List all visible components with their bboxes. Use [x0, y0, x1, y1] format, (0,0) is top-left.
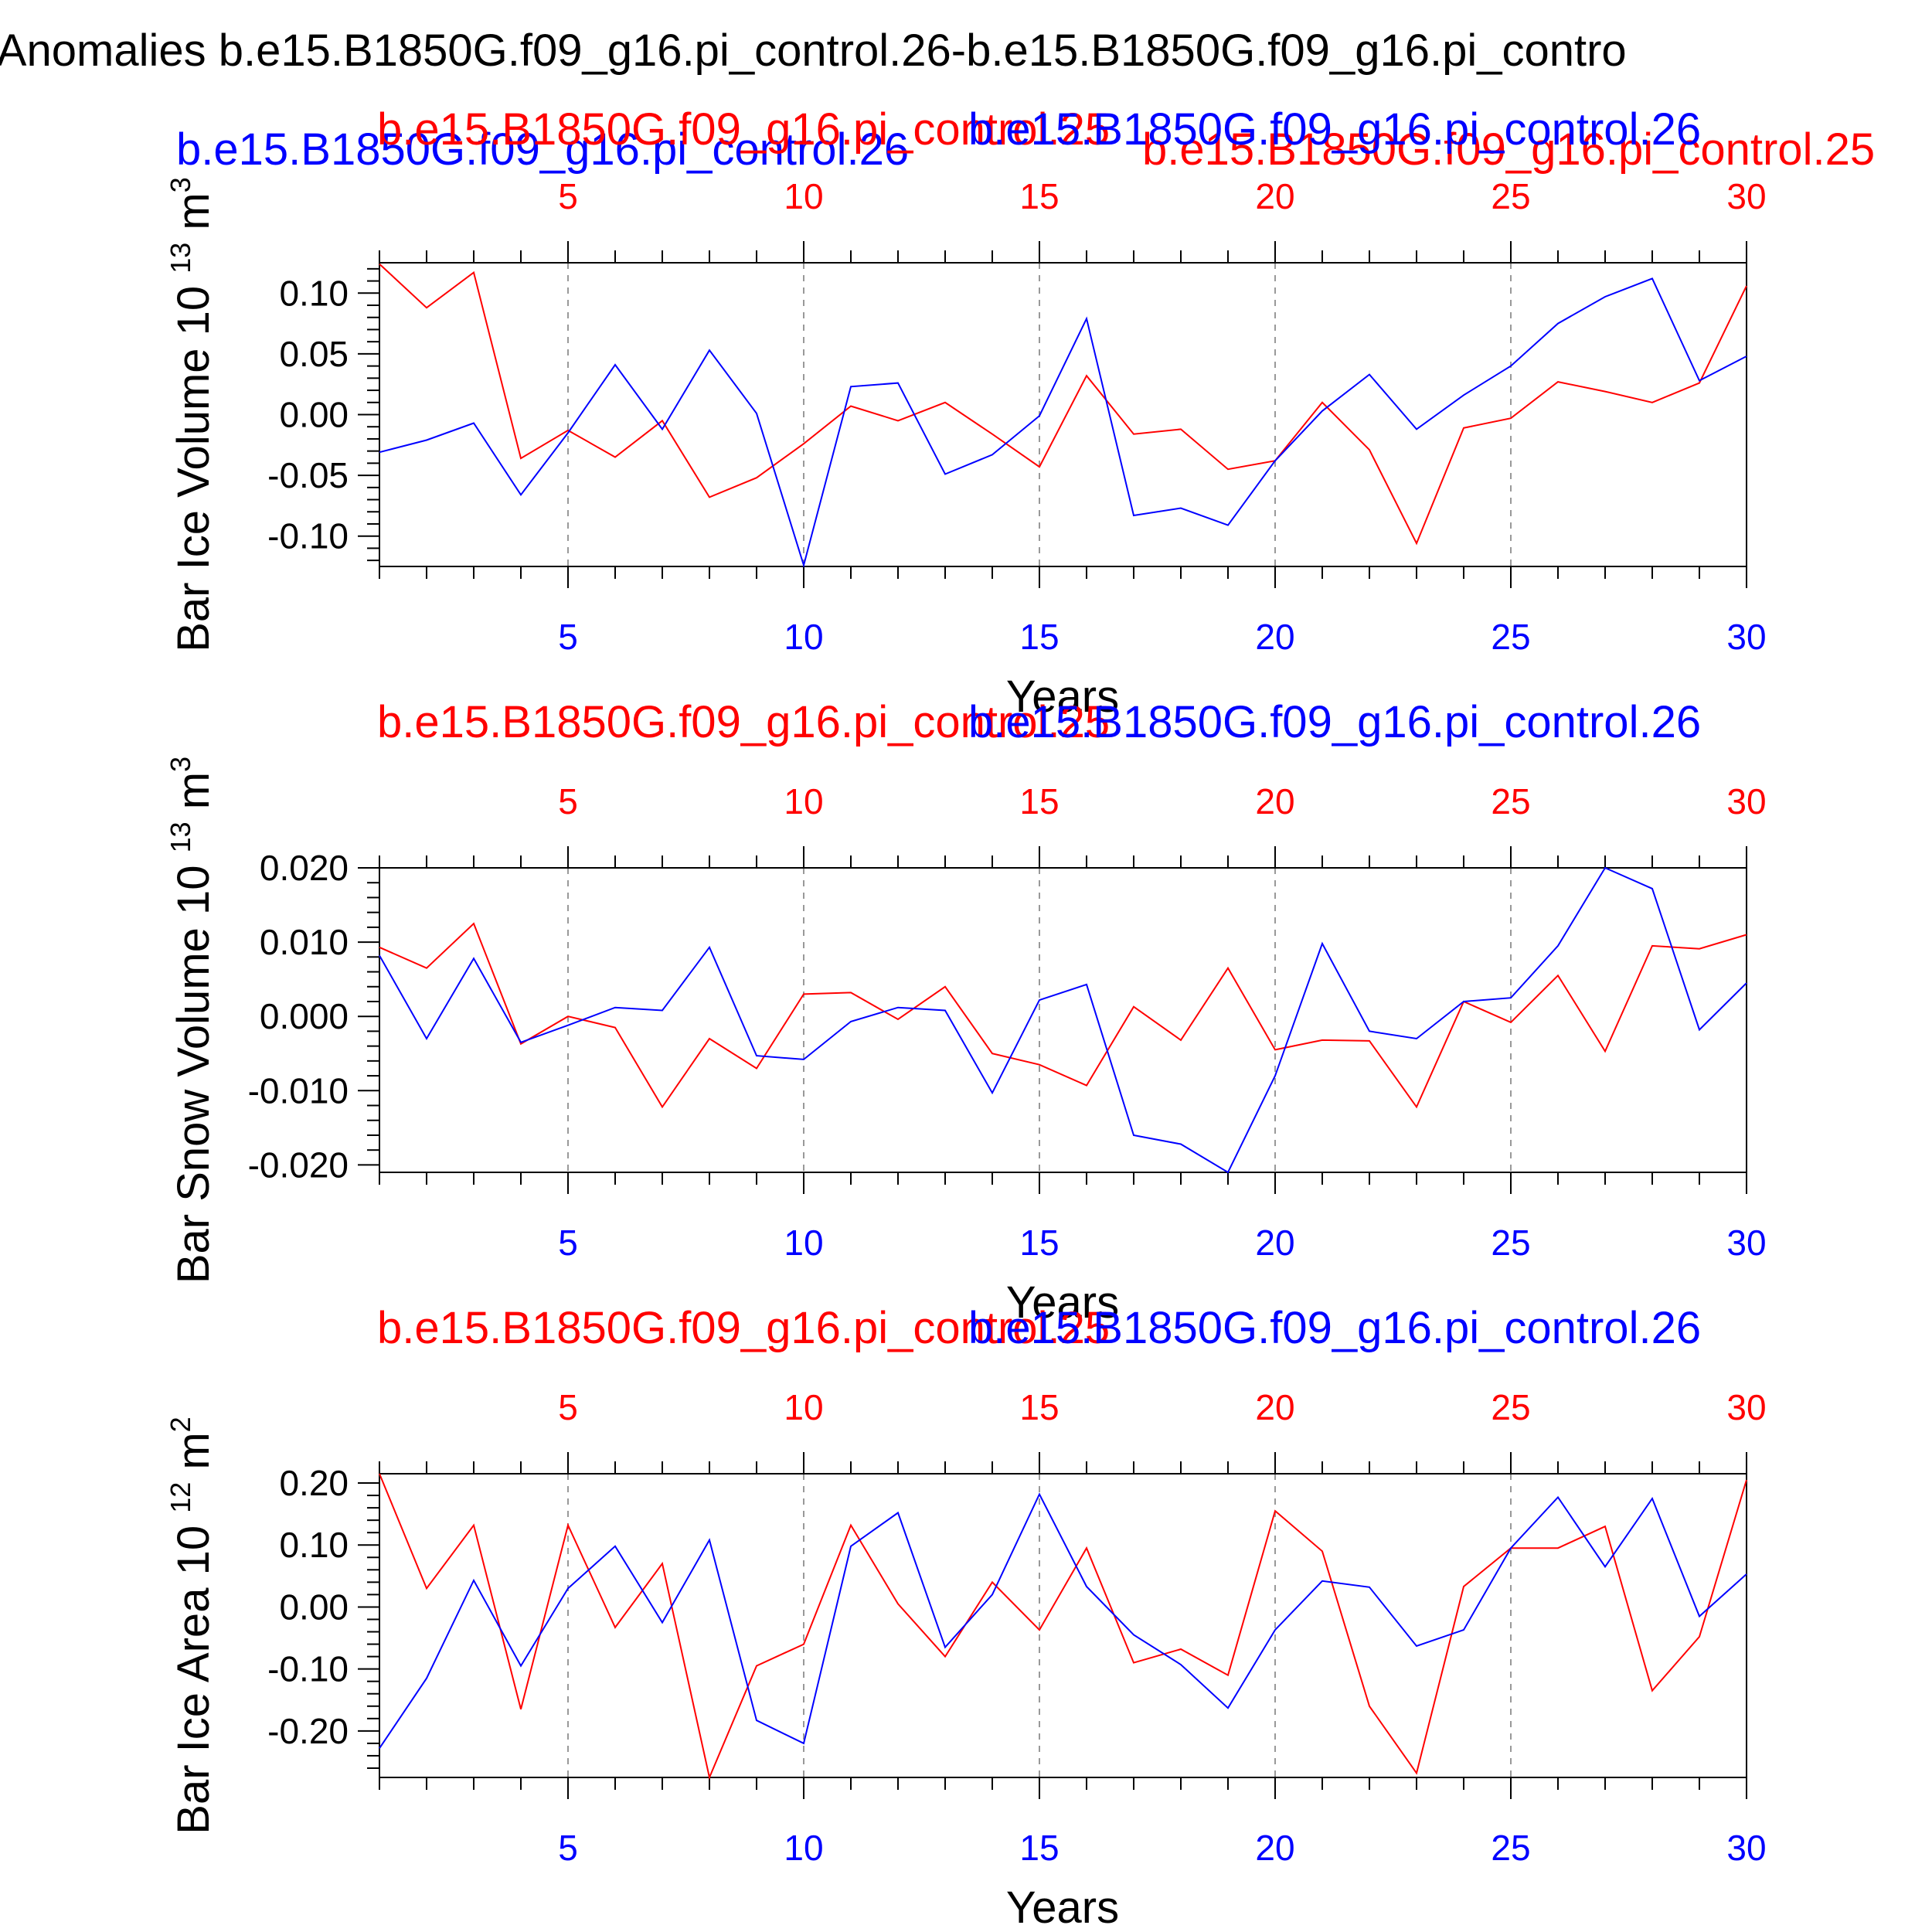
top-label-red: b.e15.B1850G.f09_g16.pi_control.25 — [377, 697, 1110, 747]
y-tick-label: 0.10 — [279, 273, 349, 313]
x-axis-label: Years — [1006, 672, 1119, 722]
chart-panels: b.e15.B1850G.f09_g16.pi_control.25b.e15.… — [165, 104, 1767, 1932]
y-axis-label: Bar Snow Volume 10 13 m3 — [165, 757, 219, 1284]
y-tick-label: -0.020 — [248, 1145, 349, 1185]
x-tick-label-bottom: 15 — [1019, 617, 1059, 657]
y-tick-label: 0.20 — [279, 1463, 349, 1503]
x-tick-label-top: 30 — [1726, 1387, 1766, 1427]
x-tick-label-top: 15 — [1019, 176, 1059, 216]
x-tick-label-bottom: 15 — [1019, 1223, 1059, 1263]
x-tick-label-top: 25 — [1491, 1387, 1530, 1427]
x-tick-label-top: 20 — [1255, 1387, 1294, 1427]
plot-frame — [379, 867, 1747, 1173]
x-tick-label-bottom: 30 — [1726, 1828, 1766, 1868]
chart-panel-2: b.e15.B1850G.f09_g16.pi_control.25b.e15.… — [165, 697, 1767, 1328]
x-tick-label-top: 10 — [784, 781, 823, 821]
x-tick-label-bottom: 20 — [1255, 1828, 1294, 1868]
x-tick-label-bottom: 20 — [1255, 1223, 1294, 1263]
top-label-blue: b.e15.B1850G.f09_g16.pi_control.26 — [968, 104, 1701, 155]
y-axis-label: Bar Ice Volume 10 13 m3 — [165, 177, 219, 652]
y-tick-label: 0.05 — [279, 334, 349, 374]
chart-panel-3: b.e15.B1850G.f09_g16.pi_control.25b.e15.… — [165, 1303, 1767, 1932]
x-tick-label-top: 30 — [1726, 176, 1766, 216]
plot-frame — [379, 1473, 1747, 1778]
y-tick-label: 0.020 — [260, 848, 349, 888]
x-tick-label-top: 10 — [784, 1387, 823, 1427]
x-tick-label-bottom: 15 — [1019, 1828, 1059, 1868]
x-tick-label-bottom: 5 — [558, 1223, 578, 1263]
x-tick-label-top: 25 — [1491, 781, 1530, 821]
x-tick-label-bottom: 10 — [784, 1828, 823, 1868]
series-line-blue — [379, 1492, 1747, 1749]
x-tick-label-top: 5 — [558, 781, 578, 821]
x-tick-label-top: 30 — [1726, 781, 1766, 821]
x-tick-label-top: 10 — [784, 176, 823, 216]
x-tick-label-bottom: 10 — [784, 617, 823, 657]
x-axis-label: Years — [1006, 1883, 1119, 1932]
y-tick-label: -0.20 — [267, 1711, 349, 1751]
y-tick-label: -0.10 — [267, 1649, 349, 1689]
y-axis-label: Bar Ice Area 10 12 m2 — [165, 1417, 219, 1834]
x-tick-label-top: 25 — [1491, 176, 1530, 216]
top-label-blue: b.e15.B1850G.f09_g16.pi_control.26 — [968, 1303, 1701, 1353]
x-tick-label-bottom: 5 — [558, 617, 578, 657]
y-tick-label: 0.000 — [260, 996, 349, 1036]
plot-frame — [379, 262, 1747, 567]
x-tick-label-top: 20 — [1255, 176, 1294, 216]
x-tick-label-bottom: 30 — [1726, 1223, 1766, 1263]
y-tick-label: 0.00 — [279, 1587, 349, 1627]
y-tick-label: -0.05 — [267, 455, 349, 495]
series-line-blue — [379, 277, 1747, 569]
x-tick-label-bottom: 25 — [1491, 617, 1530, 657]
series-line-blue — [379, 866, 1747, 1174]
series-line-red — [379, 922, 1747, 1109]
header-blue-label: b.e15.B1850G.f09_g16.pi_control.26 — [176, 124, 909, 175]
y-tick-label: -0.10 — [267, 516, 349, 556]
x-tick-label-top: 15 — [1019, 781, 1059, 821]
x-tick-label-bottom: 25 — [1491, 1223, 1530, 1263]
series-line-red — [379, 263, 1747, 546]
x-tick-label-bottom: 20 — [1255, 617, 1294, 657]
y-tick-label: 0.010 — [260, 922, 349, 962]
x-tick-label-top: 5 — [558, 176, 578, 216]
x-tick-label-bottom: 30 — [1726, 617, 1766, 657]
x-tick-label-bottom: 10 — [784, 1223, 823, 1263]
top-label-red: b.e15.B1850G.f09_g16.pi_control.25 — [377, 1303, 1110, 1353]
top-label-blue: b.e15.B1850G.f09_g16.pi_control.26 — [968, 697, 1701, 747]
y-tick-label: 0.00 — [279, 395, 349, 435]
x-axis-label: Years — [1006, 1277, 1119, 1328]
y-tick-label: -0.010 — [248, 1070, 349, 1111]
y-tick-label: 0.10 — [279, 1525, 349, 1565]
x-tick-label-bottom: 25 — [1491, 1828, 1530, 1868]
x-tick-label-top: 5 — [558, 1387, 578, 1427]
page-title: l Anomalies b.e15.B1850G.f09_g16.pi_cont… — [0, 26, 1627, 76]
header-red-label: b.e15.B1850G.f09_g16.pi_control.25 — [1142, 124, 1875, 175]
chart-panel-1: b.e15.B1850G.f09_g16.pi_control.25b.e15.… — [165, 104, 1767, 722]
x-tick-label-top: 15 — [1019, 1387, 1059, 1427]
x-tick-label-top: 20 — [1255, 781, 1294, 821]
top-label-red: b.e15.B1850G.f09_g16.pi_control.25 — [377, 104, 1110, 155]
x-tick-label-bottom: 5 — [558, 1828, 578, 1868]
series-line-red — [379, 1473, 1747, 1781]
